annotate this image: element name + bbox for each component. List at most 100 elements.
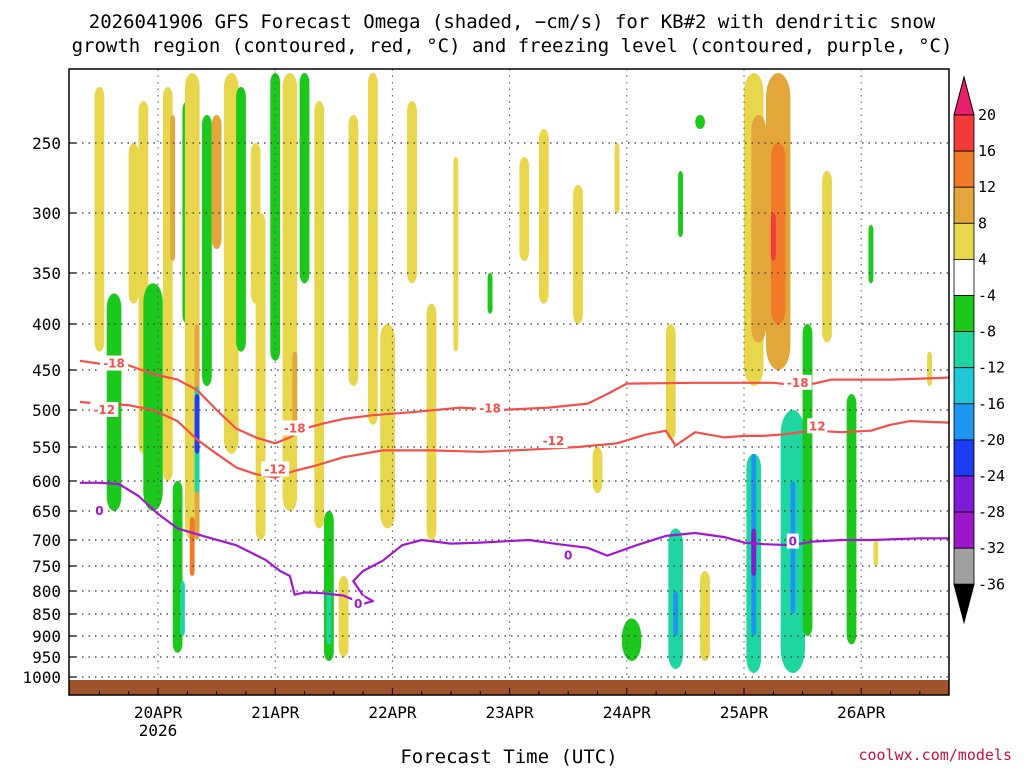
colorbar-label-3: 8 bbox=[978, 214, 987, 232]
ytick-label-400: 400 bbox=[32, 315, 61, 334]
xtick-label-20APR: 20APR bbox=[134, 703, 183, 722]
contour-label-5: -12 bbox=[543, 434, 565, 448]
omega-shade-63 bbox=[927, 351, 932, 386]
plot-frame bbox=[68, 68, 950, 696]
y-axis: 250 300 350 400 450 500 550 600 650 700 750 800 850 9… bbox=[22, 134, 76, 687]
ytick-label-700: 700 bbox=[32, 531, 61, 550]
ytick-label-600: 600 bbox=[32, 472, 61, 491]
colorbar-segment-4 bbox=[953, 222, 975, 260]
omega-shade-61 bbox=[868, 225, 874, 284]
contour-line-minus12-1 bbox=[79, 400, 949, 479]
colorbar-segment-9 bbox=[953, 403, 975, 441]
colorbar-label-12: -32 bbox=[978, 539, 1005, 557]
contour-layer bbox=[79, 359, 949, 605]
contour-label-11: 0 bbox=[789, 535, 797, 549]
omega-shade-43 bbox=[678, 171, 683, 237]
omega-shade-40 bbox=[614, 143, 620, 213]
omega-shade-60 bbox=[846, 394, 857, 645]
colorbar-label-5: -4 bbox=[978, 287, 996, 305]
contour-label-bg-5 bbox=[539, 433, 568, 449]
omega-shade-32 bbox=[407, 101, 417, 284]
contour-label-9: 0 bbox=[354, 597, 362, 611]
omega-shade-31 bbox=[380, 324, 395, 529]
omega-shade-15 bbox=[202, 115, 212, 386]
omega-shade-14 bbox=[189, 516, 195, 576]
omega-shade-20 bbox=[255, 213, 266, 540]
colorbar-segment-8 bbox=[953, 367, 975, 405]
contour-label-bg-0 bbox=[100, 355, 129, 371]
omega-shade-35 bbox=[487, 273, 493, 314]
colorbar-label-0: 20 bbox=[978, 106, 996, 124]
omega-shade-18 bbox=[236, 87, 246, 352]
contour-label-4: -18 bbox=[479, 401, 501, 415]
omega-shade-25 bbox=[314, 101, 325, 529]
contour-label-1: -12 bbox=[93, 403, 115, 417]
omega-shade-37 bbox=[538, 129, 549, 304]
omega-shade-6 bbox=[170, 115, 176, 261]
ytick-label-750: 750 bbox=[32, 557, 61, 576]
contour-label-bg-10 bbox=[562, 547, 575, 563]
omega-shade-4 bbox=[143, 283, 163, 511]
contour-label-bg-1 bbox=[90, 402, 119, 417]
colorbar-label-2: 12 bbox=[978, 178, 996, 196]
contour-label-0: -18 bbox=[103, 357, 125, 371]
colorbar-label-9: -20 bbox=[978, 431, 1005, 449]
xtick-label-24APR: 24APR bbox=[603, 703, 652, 722]
colorbar-label-11: -28 bbox=[978, 503, 1005, 521]
omega-shade-28 bbox=[338, 576, 349, 657]
ground-band bbox=[69, 680, 949, 695]
omega-shade-46 bbox=[695, 115, 705, 129]
ytick-label-950: 950 bbox=[32, 648, 61, 667]
contour-label-bg-11 bbox=[786, 533, 799, 549]
omega-shade-52 bbox=[751, 528, 757, 576]
omega-shade-24 bbox=[299, 73, 310, 284]
omega-shade-59 bbox=[822, 171, 832, 343]
omega-shade-39 bbox=[592, 447, 603, 493]
contour-label-bg-9 bbox=[352, 595, 365, 611]
omega-shade-22 bbox=[282, 73, 298, 511]
omega-shade-8 bbox=[180, 581, 185, 636]
omega-shade-55 bbox=[770, 213, 776, 261]
omega-shade-49 bbox=[751, 115, 766, 343]
colorbar-label-7: -12 bbox=[978, 359, 1005, 377]
omega-shade-30 bbox=[368, 73, 378, 425]
colorbar-segment-3 bbox=[953, 186, 975, 224]
ytick-label-1000: 1000 bbox=[22, 668, 61, 687]
ytick-label-850: 850 bbox=[32, 605, 61, 624]
colorbar-bottom-arrow bbox=[953, 583, 975, 625]
omega-shade-36 bbox=[519, 157, 530, 261]
ytick-label-900: 900 bbox=[32, 627, 61, 646]
chart-title-line-1: 2026041906 GFS Forecast Omega (shaded, −… bbox=[89, 11, 936, 33]
credit-link[interactable]: coolwx.com/models bbox=[858, 746, 1012, 764]
colorbar-label-13: -36 bbox=[978, 575, 1005, 593]
contour-label-2: -18 bbox=[284, 422, 306, 436]
omega-shade-67 bbox=[1008, 143, 1018, 361]
contour-line-minus18-0 bbox=[79, 359, 949, 445]
x-axis-label: Forecast Time (UTC) bbox=[400, 746, 617, 768]
colorbar-segment-11 bbox=[953, 475, 975, 513]
colorbar-label-6: -8 bbox=[978, 323, 996, 341]
ytick-label-450: 450 bbox=[32, 361, 61, 380]
omega-shade-29 bbox=[348, 115, 359, 386]
xtick-label-26APR: 26APR bbox=[837, 703, 886, 722]
omega-shade-38 bbox=[573, 185, 583, 324]
ytick-label-300: 300 bbox=[32, 204, 61, 223]
contour-label-6: -18 bbox=[787, 376, 809, 390]
contour-label-bg-6 bbox=[783, 374, 812, 390]
omega-shade-41 bbox=[621, 618, 642, 661]
contour-label-3: -12 bbox=[264, 462, 286, 476]
contour-label-7: 12 bbox=[809, 419, 826, 433]
omega-shade-16 bbox=[211, 115, 222, 249]
colorbar: 20 16 12 8 4 -4 -8 -12 -16 -20 -24 -28 -32 -36 bbox=[953, 75, 1005, 625]
colorbar-segment-10 bbox=[953, 439, 975, 477]
ytick-label-350: 350 bbox=[32, 264, 61, 283]
contour-line-0-2 bbox=[79, 481, 949, 605]
omega-shade-42 bbox=[665, 324, 676, 440]
contour-label-layer: -18 -12 -18 -12 -18 -12 -18 12 0 0 0 0 bbox=[90, 355, 828, 611]
contour-label-bg-7 bbox=[807, 418, 828, 434]
contour-label-bg-2 bbox=[280, 420, 309, 436]
colorbar-label-10: -24 bbox=[978, 467, 1005, 485]
chart-title-line-2: growth region (contoured, red, °C) and f… bbox=[72, 35, 953, 57]
omega-shade-13 bbox=[194, 394, 200, 454]
